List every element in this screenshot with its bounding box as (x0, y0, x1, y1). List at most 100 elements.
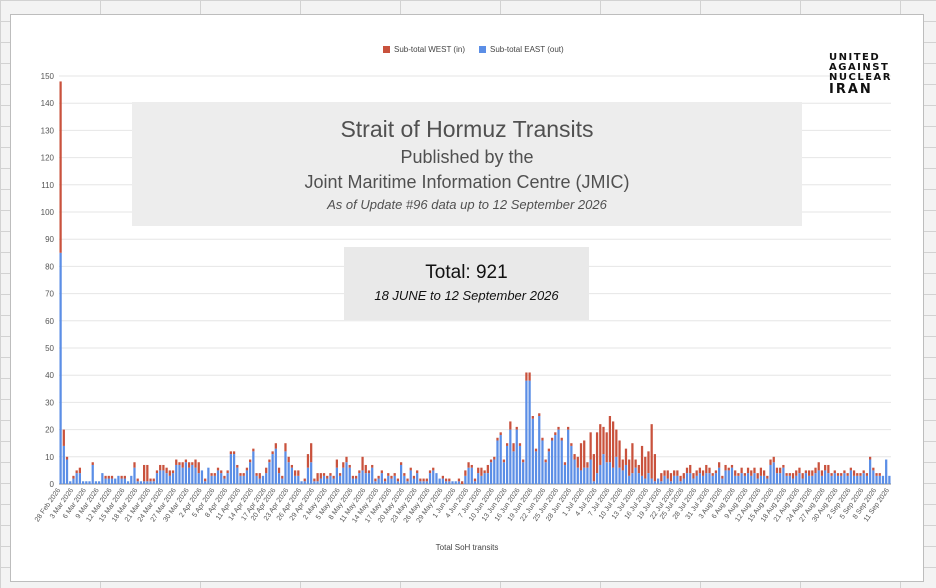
y-tick-label: 20 (45, 426, 54, 435)
bar-east (287, 462, 290, 484)
y-tick-label: 70 (45, 290, 54, 299)
bar-east (284, 451, 287, 484)
bar-west (371, 464, 374, 468)
bar-east (380, 473, 383, 484)
bar-east (316, 481, 319, 484)
bar-west (297, 470, 300, 476)
bar-east (493, 459, 496, 484)
bar-west (152, 478, 155, 482)
bar-east (181, 467, 184, 484)
bar-west (133, 462, 136, 468)
bar-west (265, 467, 268, 474)
bar-east (444, 481, 448, 484)
bar-west (698, 467, 701, 474)
bar-east (695, 475, 698, 484)
bar-west (647, 451, 650, 474)
bar-east (624, 464, 628, 484)
bar-west (563, 462, 567, 465)
bar-west (714, 470, 718, 474)
bar-east (448, 481, 451, 484)
bar-west (666, 470, 669, 479)
bar-east (303, 481, 306, 484)
bar-west (223, 475, 226, 479)
y-tick-label: 140 (41, 99, 55, 108)
bar-east (152, 481, 155, 484)
bar-east (464, 475, 467, 484)
bar-west (695, 470, 698, 476)
bar-west (213, 473, 216, 476)
bar-west (550, 437, 554, 441)
bar-east (595, 473, 599, 484)
bar-east (807, 475, 811, 484)
bar-west (852, 470, 856, 476)
bar-east (656, 478, 660, 484)
bar-west (547, 448, 551, 452)
bar-east (194, 467, 197, 484)
bar-west (846, 473, 849, 476)
bar-east (628, 475, 631, 484)
bar-east (351, 478, 355, 484)
bar-east (550, 440, 554, 484)
bar-east (583, 467, 586, 484)
bar-east (779, 473, 782, 484)
bar-west (538, 413, 541, 416)
bar-west (210, 473, 213, 476)
bar-east (509, 429, 512, 484)
bar-east (875, 475, 878, 484)
bar-east (647, 473, 650, 484)
bar-west (660, 473, 663, 482)
bar-east (213, 475, 216, 484)
bar-west (425, 478, 428, 482)
bar-west (753, 467, 756, 474)
bar-west (143, 464, 146, 482)
chart-title: Strait of Hormuz Transits (340, 116, 594, 142)
bar-west (512, 443, 515, 452)
bar-east (486, 473, 489, 484)
bar-east (859, 475, 862, 484)
bar-east (252, 451, 255, 484)
bar-west (868, 456, 872, 460)
bar-west (489, 459, 493, 463)
bar-east (618, 467, 621, 484)
bar-east (836, 475, 840, 484)
bar-east (868, 459, 872, 484)
bar-east (416, 473, 419, 484)
bar-east (708, 473, 711, 484)
bar-east (290, 467, 294, 484)
bar-east (81, 481, 85, 484)
y-tick-label: 80 (45, 262, 54, 271)
bar-west (599, 424, 602, 465)
bar-west (534, 448, 538, 452)
bar-west (708, 467, 711, 474)
bar-east (817, 470, 820, 484)
logo-line-1: UNITED (829, 52, 881, 63)
bar-east (750, 475, 753, 484)
bar-east (220, 473, 223, 484)
bar-east (557, 429, 560, 484)
bar-west (486, 464, 489, 474)
bar-east (258, 478, 261, 484)
bar-east (293, 475, 297, 484)
bar-east (791, 478, 795, 484)
total-box: Total: 921 18 JUNE to 12 September 2026 (344, 247, 589, 320)
bar-west (804, 470, 807, 474)
bar-west (814, 467, 817, 474)
bar-west (448, 478, 451, 482)
bar-east (393, 475, 396, 484)
bar-east (489, 462, 493, 484)
bar-east (345, 462, 348, 484)
bar-west (878, 473, 881, 476)
bar-west (541, 437, 544, 441)
bar-west (284, 443, 287, 452)
chart-card[interactable]: 0 10 20 30 40 50 60 70 80 90 100 110 120 130 140 150 28 … (10, 14, 924, 582)
bar-east (801, 478, 804, 484)
bar-east (788, 475, 791, 484)
bar-east (663, 475, 666, 484)
bar-east (120, 478, 123, 484)
bar-west (560, 437, 563, 441)
bar-east (840, 475, 843, 484)
bar-east (274, 448, 277, 484)
bar-east (162, 470, 165, 484)
bar-west (621, 459, 624, 471)
bar-west (65, 456, 69, 460)
